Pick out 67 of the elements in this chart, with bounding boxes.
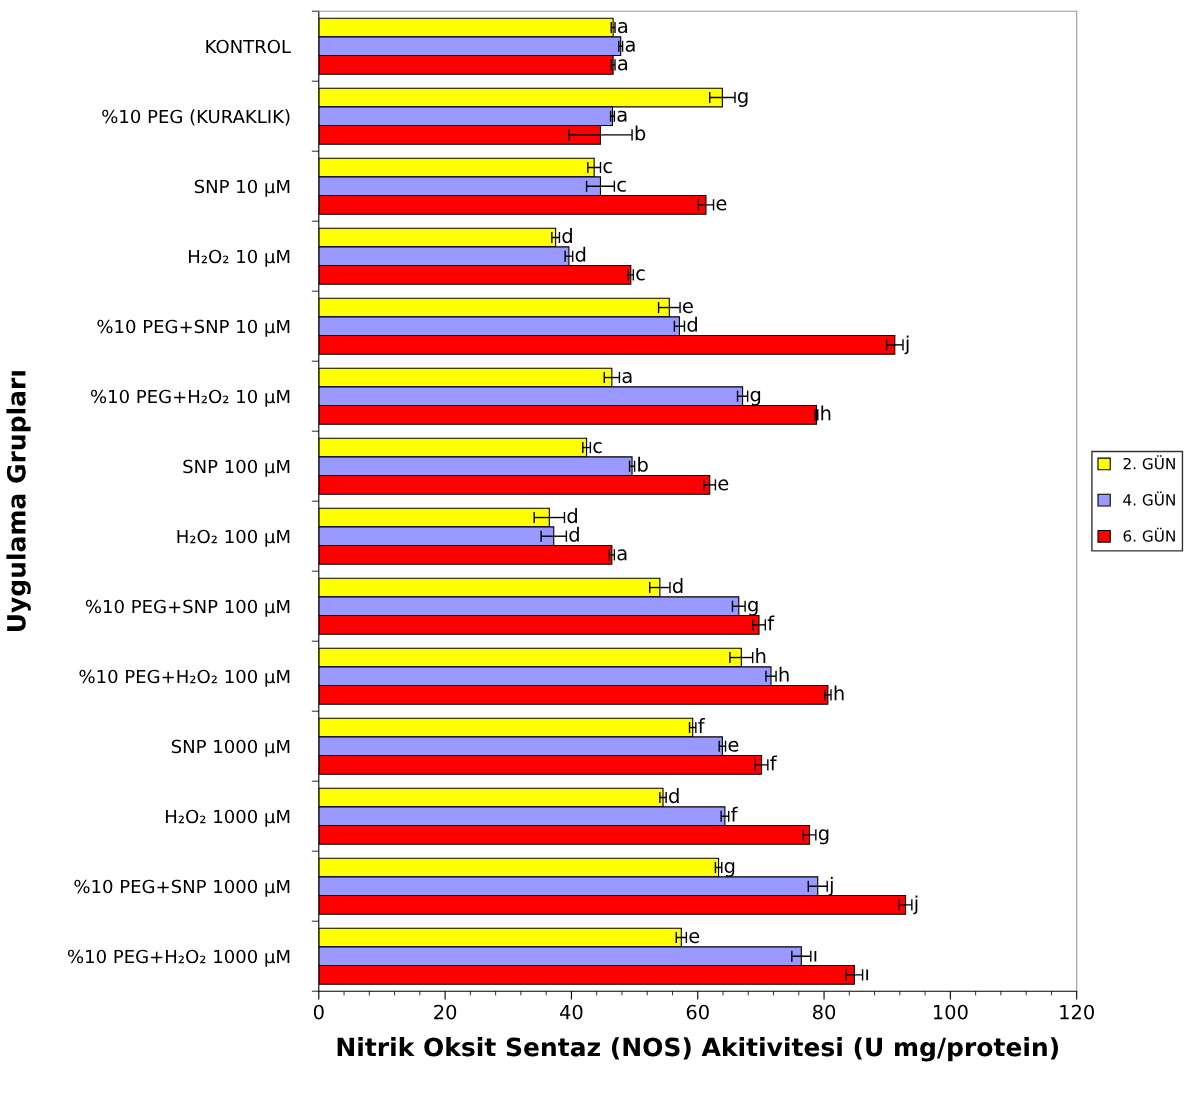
data-label: f [767,615,775,631]
data-label: d [567,508,577,524]
x-tick-label: 60 [686,1004,709,1020]
data-label: h [821,405,831,421]
y-tick-label: KONTROL [206,39,291,54]
data-label: g [748,600,758,616]
y-tick-label: %10 PEG (KURAKLIK) [102,109,290,126]
data-label: a [622,372,632,384]
x-tick-label: 40 [560,1004,583,1020]
x-axis-title: Nitrik Oksit Sentaz (NOS) Akitivitesi (U mg/protein) [337,1037,1058,1062]
x-tick-label: 100 [933,1004,968,1020]
x-tick-label: 0 [313,1004,324,1020]
data-label: a [618,59,628,71]
y-tick-label: %10 PEG+H₂O₂ 10 µM [90,389,290,407]
data-label: e [716,199,727,211]
legend-label: 2. GÜN [1123,455,1175,470]
y-tick-label: SNP 100 µM [183,459,290,477]
data-label: f [731,806,738,822]
data-label: f [698,718,705,733]
data-label: b [635,125,646,141]
data-label: e [728,740,739,752]
data-label: c [617,180,626,192]
y-tick-label: %10 PEG+SNP 10 µM [97,319,290,337]
y-tick-label: H₂O₂ 10 µM [189,249,290,267]
data-label: c [603,162,612,174]
data-label: j [913,895,918,915]
data-label: j [904,335,909,355]
data-label: g [737,92,748,107]
data-label: g [724,862,735,877]
data-label: c [593,442,602,454]
data-label: e [718,479,729,491]
legend-label: 4. GÜN [1123,491,1175,506]
data-label: a [617,110,627,122]
data-label: e [689,932,700,944]
y-tick-label: SNP 10 µM [194,179,290,197]
data-label: a [618,22,628,34]
data-label: f [770,755,777,771]
data-label: d [669,788,679,804]
data-label: a [625,40,635,52]
x-tick-label: 120 [1060,1004,1094,1020]
data-label: a [617,549,627,561]
y-tick-label: %10 PEG+H₂O₂ 100 µM [79,669,290,687]
data-label: ı [866,969,869,981]
y-axis-title: Uygulama Grupları [6,371,31,632]
data-label: ı [814,950,817,962]
y-tick-label: %10 PEG+SNP 1000 µM [74,879,290,897]
data-label: d [687,316,697,332]
y-tick-label: H₂O₂ 100 µM [177,529,290,547]
data-label: d [569,526,579,542]
data-label: b [638,456,648,472]
y-tick-label: H₂O₂ 1000 µM [166,809,290,827]
data-label: h [756,648,766,663]
data-label: d [672,578,683,594]
data-label: d [562,228,572,244]
x-tick-label: 80 [813,1004,836,1020]
data-label: h [834,685,844,701]
legend-label: 6. GÜN [1123,527,1175,542]
data-label: e [683,302,693,314]
data-label: c [636,269,645,281]
data-label: d [575,246,586,262]
y-tick-label: %10 PEG+SNP 100 µM [85,599,290,617]
y-tick-label: %10 PEG+H₂O₂ 1000 µM [67,949,290,967]
x-tick-label: 20 [434,1004,457,1020]
data-label: g [818,829,829,845]
y-tick-label: SNP 1000 µM [171,739,290,757]
data-label: g [750,390,761,406]
data-label: h [779,666,789,682]
